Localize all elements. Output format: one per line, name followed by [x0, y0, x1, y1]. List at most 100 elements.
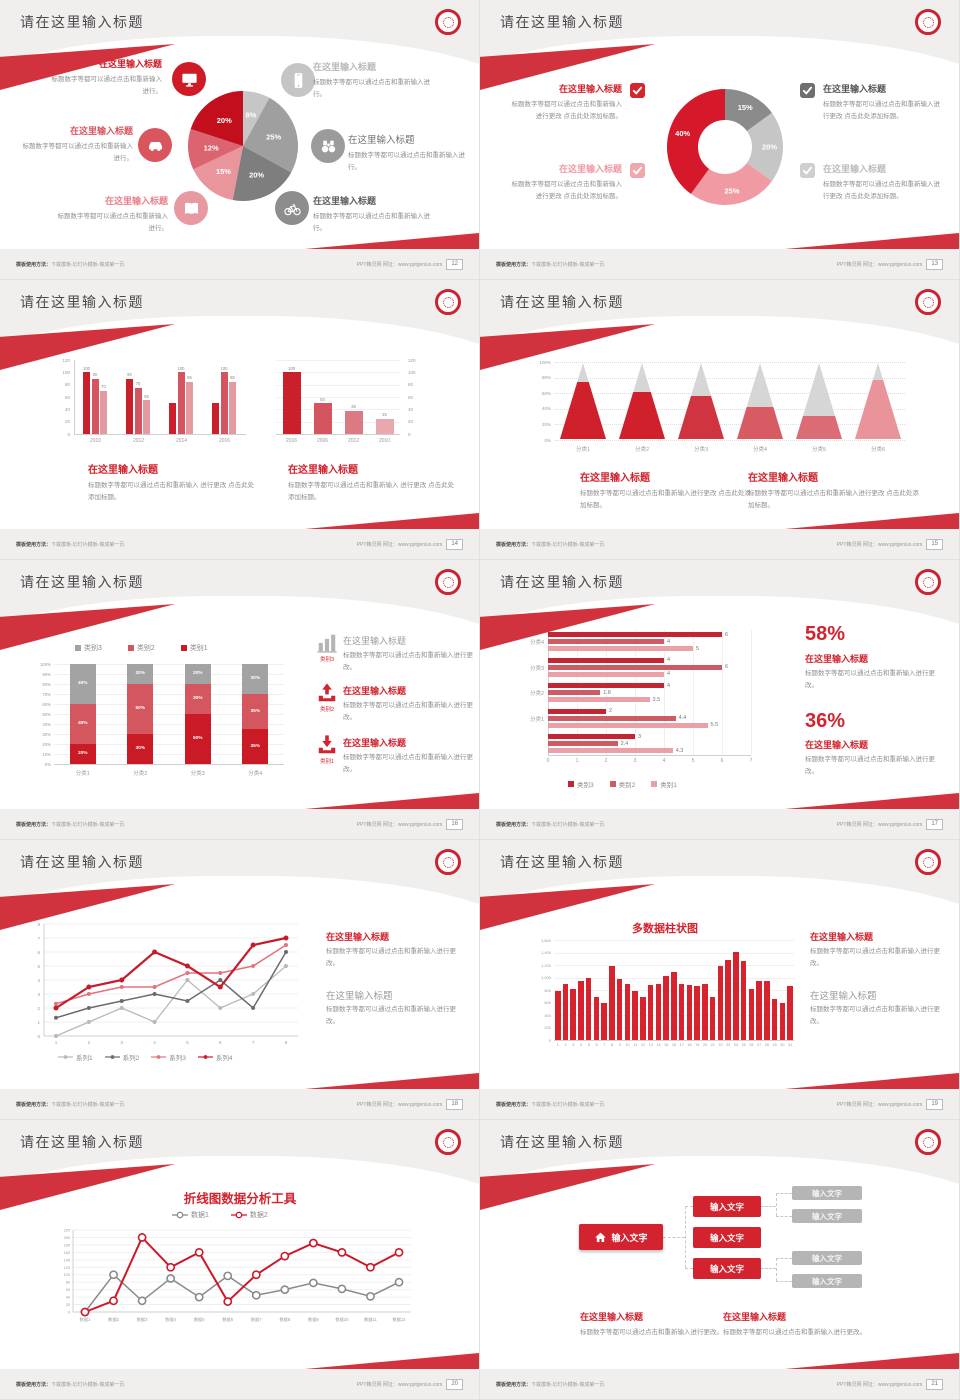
stat-title: 在这里输入标题: [805, 740, 869, 750]
school-badge-icon: [435, 9, 461, 35]
phone-icon: [281, 63, 315, 97]
callout-title: 在这里输入标题: [823, 164, 887, 174]
block-title: 在这里输入标题: [580, 1312, 644, 1322]
svg-text:数据4: 数据4: [165, 1316, 176, 1323]
block-body: 标题数字等都可以通过点击和重新输入进行更改。: [810, 948, 940, 968]
slide-title: 请在这里输入标题: [20, 14, 144, 30]
callout-title: 在这里输入标题: [104, 196, 168, 206]
node-label: 输入文字: [709, 1201, 744, 1212]
slide-19: 请在这里输入标题 多数据柱状图 1,600 1,400 1,200 1,000 800 6…: [480, 840, 960, 1120]
callout-title: 在这里输入标题: [98, 59, 162, 69]
svg-text:15%: 15%: [738, 103, 753, 112]
svg-text:2: 2: [88, 1040, 91, 1045]
slide-title: 请在这里输入标题: [20, 294, 144, 310]
pyramid-chart: 100% 80% 60% 40% 20% 0% 分类1 分类2 分类3 分类4 分类5 分类6: [535, 352, 915, 457]
footer-left: 模板使用方法：下载模板-幻灯片模板-做成第一页: [16, 821, 125, 828]
node-label: 输入文字: [812, 1253, 842, 1263]
flow-leaf-node: 输入文字: [792, 1209, 862, 1223]
svg-text:数据7: 数据7: [251, 1316, 262, 1323]
chart-legend: 类别3 类别2 类别1: [75, 643, 208, 653]
connector: [776, 1193, 792, 1194]
line-chart: 220 200 180 160 140 120 100 80 60 40 20 0 数据1 数据2 数据3 数…: [55, 1226, 420, 1338]
svg-text:7: 7: [252, 1040, 255, 1045]
connector: [776, 1193, 777, 1216]
svg-text:60: 60: [66, 1288, 70, 1292]
page-number: 21: [926, 1378, 943, 1390]
page-number: 20: [446, 1378, 463, 1390]
svg-text:数据8: 数据8: [279, 1316, 290, 1323]
item-label: 类别3: [319, 657, 335, 663]
block-body: 标题数字等都可以通过点击和重新输入进行更改。: [810, 1006, 940, 1026]
page-number: 12: [446, 258, 463, 270]
block-body: 标题数字等都可以通过点击和重新输入进行更改。: [723, 1329, 866, 1336]
footer-right: PPT精灵网 网址：www.pptgenius.com 17: [837, 818, 943, 830]
slide-footer: 模板使用方法：下载模板-幻灯片模板-做成第一页 PPT精灵网 网址：www.pp…: [480, 1089, 959, 1119]
svg-text:20: 20: [66, 1303, 70, 1307]
svg-text:25%: 25%: [266, 133, 281, 142]
slide-15: 请在这里输入标题 100% 80% 60% 40% 20% 0% 分类1 分类2 分类3 分类4 分…: [480, 280, 960, 560]
horizontal-bar-chart: 0 1 2 3 4 5 6 7 分类4 6 4 5 分类3 4 6 4 分类2 4 1.8 3.5 分类1 2 4.4 5.5…: [529, 630, 753, 764]
line-chart: 8 7 6 5 4 3 2 1 0 1 2 3 4 5 6 7 8: [28, 916, 308, 1048]
callout-body: 标题数字等都可以通过点击和重新输入进行更改 点击此处添加标题。: [823, 181, 940, 201]
footer-right: PPT精灵网 网址：www.pptgenius.com 15: [837, 538, 943, 550]
callout-body: 标题数字等都可以通过点击和重新输入进行。: [22, 143, 134, 163]
stat-percent: 36%: [805, 710, 846, 732]
stat-title: 在这里输入标题: [805, 654, 869, 664]
block-body: 标题数字等都可以通过点击和重新输入进行更改。: [326, 1006, 456, 1026]
stacked-bar-chart: 100% 90% 80% 70% 60% 50% 40% 30% 20% 10% 0% 20% 40% 4…: [36, 658, 286, 783]
stat-body: 标题数字等都可以通过点击和重新输入进行更改。: [805, 756, 935, 776]
block-body: 标题数字等都可以通过点击和重新输入进行更改。: [326, 948, 456, 968]
school-badge-icon: [915, 849, 941, 875]
svg-text:6: 6: [37, 950, 40, 955]
callout-title: 在这里输入标题: [558, 84, 622, 94]
block-title: 在这里输入标题: [288, 465, 358, 476]
item-title: 在这里输入标题: [343, 686, 407, 696]
slide-footer: 模板使用方法：下载模板-幻灯片模板-做成第一页 PPT精灵网 网址：www.pp…: [480, 249, 959, 279]
slide-footer: 模板使用方法：下载模板-幻灯片模板-做成第一页 PPT精灵网 网址：www.pp…: [0, 529, 479, 559]
svg-text:100: 100: [64, 1273, 70, 1277]
svg-text:1: 1: [55, 1040, 58, 1045]
svg-text:7: 7: [37, 936, 40, 941]
callout-title: 在这里输入标题: [313, 196, 377, 206]
page-number: 13: [926, 258, 943, 270]
svg-text:数据5: 数据5: [194, 1316, 205, 1323]
item-label: 类别1: [319, 759, 335, 765]
footer-right: PPT精灵网 网址：www.pptgenius.com 20: [357, 1378, 463, 1390]
connector: [776, 1258, 777, 1281]
footer-left: 模板使用方法：下载模板-幻灯片模板-做成第一页: [496, 1101, 605, 1108]
slide-16: 请在这里输入标题 类别3 类别2 类别1 100% 90% 80% 70% 60% 50% 40…: [0, 560, 480, 840]
callout-body: 标题数字等都可以通过点击和重新输入进行更改 点击此处添加标题。: [511, 101, 623, 121]
svg-text:0: 0: [37, 1034, 40, 1039]
car-icon: [138, 128, 172, 162]
checkbox-icon: [630, 163, 645, 178]
svg-text:数据9: 数据9: [308, 1316, 319, 1323]
callout: 在这里输入标题 标题数字等都可以通过点击和重新输入进行。: [313, 60, 431, 101]
item-title: 在这里输入标题: [343, 636, 407, 646]
connector: [685, 1206, 693, 1207]
slide-footer: 模板使用方法：下载模板-幻灯片模板-做成第一页 PPT精灵网 网址：www.pp…: [0, 1089, 479, 1119]
block-body: 标题数字等都可以通过点击和重新输入进行更改。: [580, 1329, 723, 1336]
svg-text:3: 3: [37, 992, 40, 997]
connector: [776, 1216, 792, 1217]
connector: [663, 1237, 685, 1238]
block-title: 在这里输入标题: [580, 473, 650, 484]
school-badge-icon: [435, 569, 461, 595]
grouped-bar-chart: 120 100 80 60 40 20 0 2010 100 90 70 2012 90 75 55 2014…: [58, 356, 253, 456]
svg-text:220: 220: [64, 1229, 70, 1233]
footer-right: PPT精灵网 网址：www.pptgenius.com 13: [837, 258, 943, 270]
checkbox-icon: [800, 83, 815, 98]
column-chart: 1,600 1,400 1,200 1,000 800 600 400 200 0 1 2 3 4 5 6 7…: [540, 937, 794, 1047]
callout: 在这里输入标题 标题数字等都可以通过点击和重新输入进行。: [313, 194, 433, 235]
item-body: 标题数字等都可以通过点击和重新输入进行更改。: [343, 652, 473, 672]
svg-text:3: 3: [120, 1040, 123, 1045]
flow-leaf-node: 输入文字: [792, 1251, 862, 1265]
flow-node: 输入文字: [693, 1196, 761, 1217]
slide-12: 请在这里输入标题 8% 25% 20% 15% 12% 20% 在这里输入标题 标题数字等…: [0, 0, 480, 280]
callout: 在这里输入标题 标题数字等都可以通过点击和重新输入进行更改 点击此处添加标题。: [823, 82, 945, 123]
block-title: 在这里输入标题: [810, 991, 877, 1002]
flow-node: 输入文字: [693, 1258, 761, 1279]
flow-root-node: 输入文字: [579, 1224, 663, 1250]
monitor-icon: [172, 62, 206, 96]
block-title: 在这里输入标题: [326, 932, 390, 942]
svg-text:8: 8: [285, 1040, 288, 1045]
